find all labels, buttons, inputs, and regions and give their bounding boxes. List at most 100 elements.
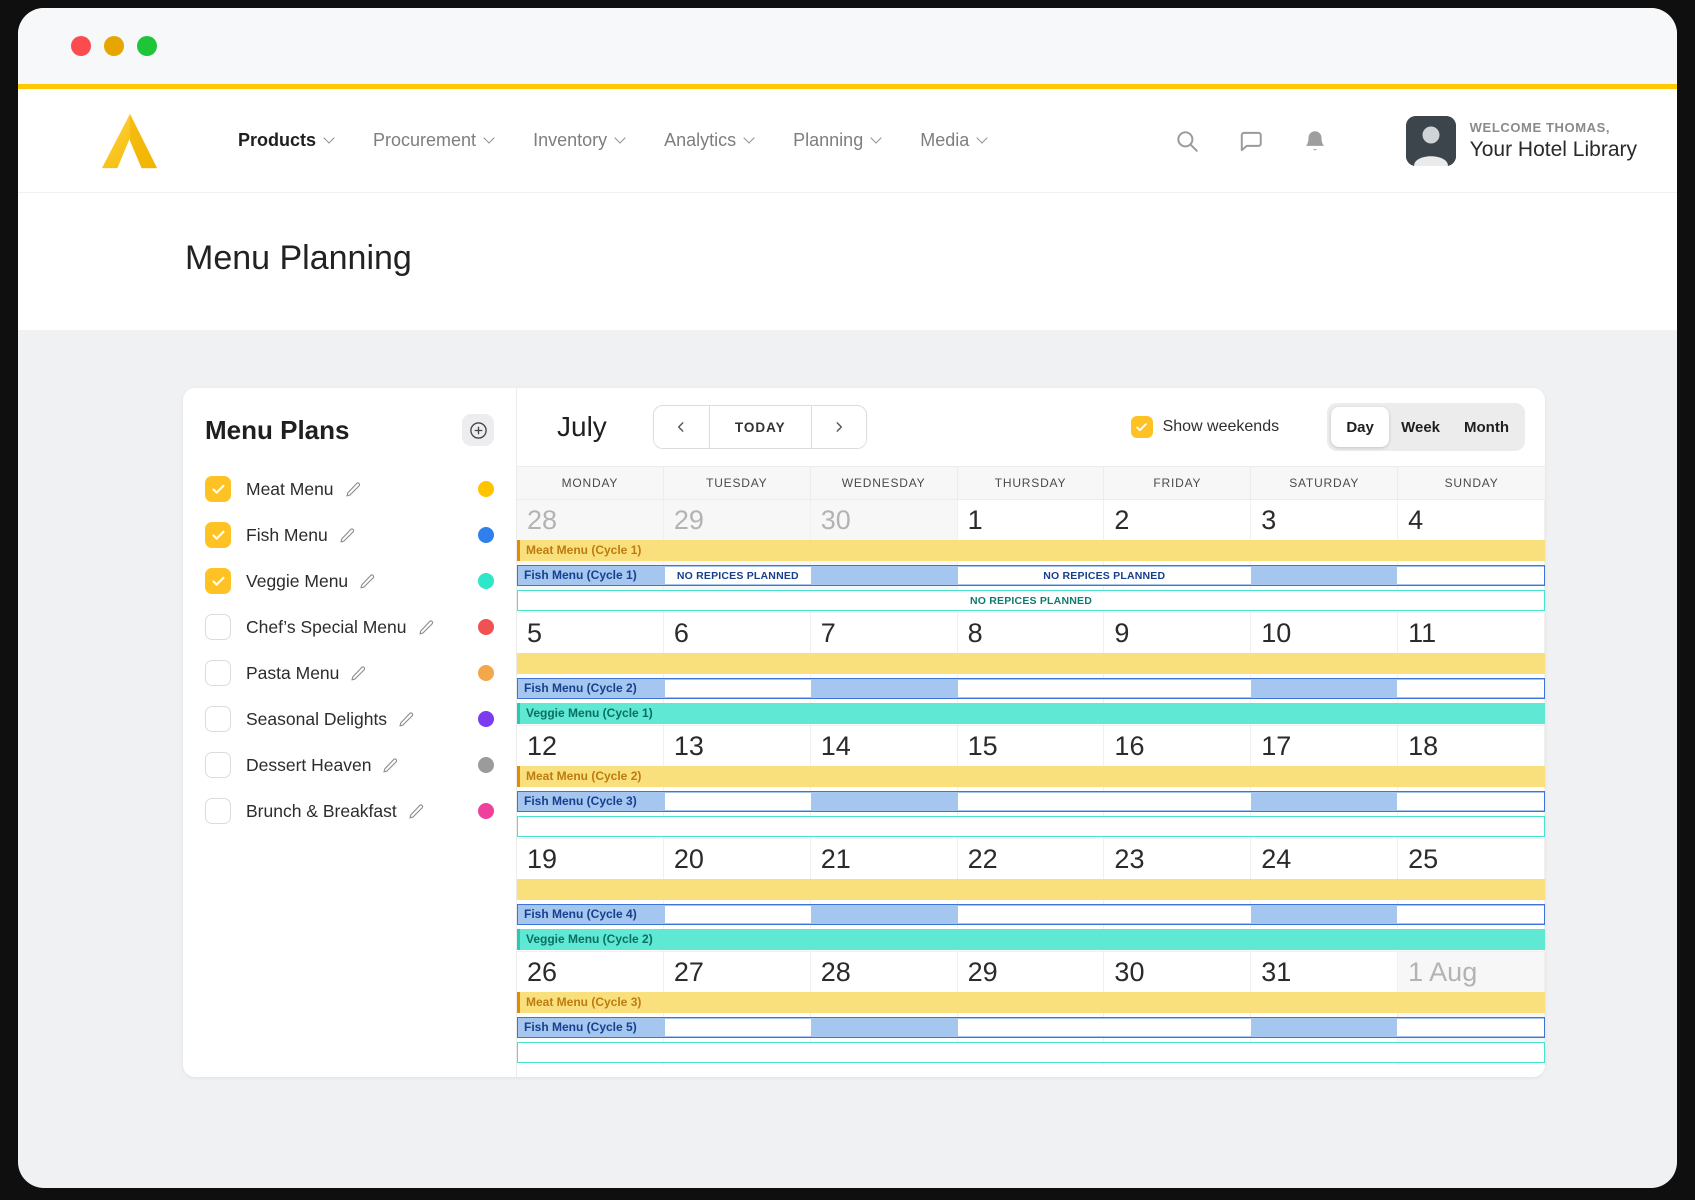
event-bars: Fish Menu (Cycle 4) Veggie Menu (Cycle 2)	[517, 879, 1545, 950]
plan-checkbox[interactable]	[205, 706, 231, 732]
veggie-menu-outline-bar[interactable]	[517, 1042, 1545, 1063]
edit-pencil-icon[interactable]	[408, 803, 425, 820]
account-menu[interactable]: WELCOME THOMAS, Your Hotel Library	[1405, 115, 1637, 166]
fish-menu-bar[interactable]: Fish Menu (Cycle 1) NO REPICES PLANNED NO …	[517, 565, 1545, 586]
veggie-menu-bar[interactable]: Veggie Menu (Cycle 2)	[517, 929, 1545, 950]
no-recipes-gap	[664, 793, 812, 810]
meat-menu-bar[interactable]: Meat Menu (Cycle 3)	[517, 992, 1545, 1013]
week-row: 28 29 30 1 2 3 4 Meat Menu (Cycle 1) Fish Menu (…	[517, 500, 1545, 613]
brand-logo-icon[interactable]	[98, 112, 160, 170]
menu-plan-item: Pasta Menu	[205, 650, 494, 696]
no-recipes-gap	[664, 906, 812, 923]
event-bars: Fish Menu (Cycle 2) Veggie Menu (Cycle 1)	[517, 653, 1545, 724]
add-plan-button[interactable]	[462, 414, 494, 446]
plan-checkbox[interactable]	[205, 798, 231, 824]
plan-checkbox[interactable]	[205, 752, 231, 778]
veggie-menu-outline-bar[interactable]	[517, 816, 1545, 837]
view-option-month[interactable]: Month	[1464, 418, 1509, 436]
show-weekends-toggle[interactable]: Show weekends	[1130, 416, 1279, 438]
date-number: 14	[820, 731, 851, 761]
show-weekends-checkbox[interactable]	[1130, 416, 1153, 438]
edit-pencil-icon[interactable]	[339, 527, 356, 544]
no-recipes-text: NO REPICES PLANNED	[676, 569, 799, 582]
chevron-down-icon	[743, 132, 755, 144]
event-label: Meat Menu (Cycle 2)	[526, 769, 642, 783]
menu-plan-item: Veggie Menu	[205, 558, 494, 604]
view-option-day[interactable]: Day	[1331, 407, 1390, 447]
fish-menu-bar[interactable]: Fish Menu (Cycle 3)	[517, 791, 1545, 812]
search-icon[interactable]	[1174, 128, 1200, 154]
meat-menu-bar[interactable]: Meat Menu (Cycle 1)	[517, 540, 1545, 561]
fish-menu-bar[interactable]: Fish Menu (Cycle 2)	[517, 678, 1545, 699]
fish-menu-bar[interactable]: Fish Menu (Cycle 5)	[517, 1017, 1545, 1038]
date-number: 5	[527, 618, 543, 648]
plan-color-dot	[478, 573, 494, 589]
event-bars: Meat Menu (Cycle 3) Fish Menu (Cycle 5)	[517, 992, 1545, 1063]
menu-plan-item: Chef’s Special Menu	[205, 604, 494, 650]
edit-pencil-icon[interactable]	[398, 711, 415, 728]
meat-menu-bar[interactable]	[517, 653, 1545, 674]
date-number: 2	[1114, 505, 1130, 535]
nav-item-procurement[interactable]: Procurement	[373, 130, 495, 151]
prev-month-button[interactable]	[653, 406, 709, 448]
plan-checkbox[interactable]	[205, 614, 231, 640]
edit-pencil-icon[interactable]	[345, 481, 362, 498]
view-option-week[interactable]: Week	[1401, 418, 1441, 436]
day-cell: 23	[1104, 839, 1252, 951]
date-number: 9	[1114, 618, 1130, 648]
nav-item-analytics[interactable]: Analytics	[664, 130, 755, 151]
event-bars: Meat Menu (Cycle 2) Fish Menu (Cycle 3)	[517, 766, 1545, 837]
maximize-window-button[interactable]	[137, 36, 157, 56]
next-month-button[interactable]	[810, 406, 866, 448]
plan-checkbox[interactable]	[205, 476, 231, 502]
nav-item-media[interactable]: Media	[920, 130, 988, 151]
nav-item-inventory[interactable]: Inventory	[533, 130, 626, 151]
top-nav: Products Procurement Inventory Analytics Pla…	[18, 89, 1677, 193]
date-number: 21	[820, 844, 851, 874]
plan-checkbox[interactable]	[205, 568, 231, 594]
no-recipes-gap: NO REPICES PLANNED	[957, 567, 1251, 584]
date-number: 13	[673, 731, 704, 761]
veggie-menu-outline-bar[interactable]: NO REPICES PLANNED	[517, 590, 1545, 611]
plan-checkbox[interactable]	[205, 522, 231, 548]
welcome-text: WELCOME THOMAS,	[1469, 119, 1611, 135]
edit-pencil-icon[interactable]	[350, 665, 367, 682]
nav-item-planning[interactable]: Planning	[793, 130, 882, 151]
chat-icon[interactable]	[1238, 128, 1264, 154]
date-number: 24	[1261, 844, 1292, 874]
avatar[interactable]	[1405, 115, 1456, 166]
plan-color-dot	[478, 711, 494, 727]
plan-label: Seasonal Delights	[246, 708, 388, 729]
fish-menu-bar[interactable]: Fish Menu (Cycle 4)	[517, 904, 1545, 925]
veggie-menu-bar[interactable]: Veggie Menu (Cycle 1)	[517, 703, 1545, 724]
plan-color-dot	[478, 481, 494, 497]
nav-item-products[interactable]: Products	[238, 130, 335, 151]
menu-plan-item: Dessert Heaven	[205, 742, 494, 788]
edit-pencil-icon[interactable]	[359, 573, 376, 590]
meat-menu-bar[interactable]: Meat Menu (Cycle 2)	[517, 766, 1545, 787]
edit-pencil-icon[interactable]	[382, 757, 399, 774]
day-header: WEDNESDAY	[811, 467, 958, 499]
no-recipes-gap: NO REPICES PLANNED	[664, 567, 812, 584]
close-window-button[interactable]	[71, 36, 91, 56]
menu-plans-sidebar: Menu Plans Meat Menu Fish Menu Veggie Menu…	[183, 388, 517, 1077]
edit-pencil-icon[interactable]	[418, 619, 435, 636]
today-button[interactable]: TODAY	[708, 406, 811, 448]
meat-menu-bar[interactable]	[517, 879, 1545, 900]
bell-icon[interactable]	[1302, 128, 1328, 154]
date-number: 15	[967, 731, 998, 761]
minimize-window-button[interactable]	[104, 36, 124, 56]
plan-label: Pasta Menu	[246, 662, 340, 683]
date-number: 23	[1114, 844, 1145, 874]
date-number: 29	[673, 505, 704, 535]
plan-label: Fish Menu	[246, 524, 328, 545]
date-number: 3	[1261, 505, 1277, 535]
day-header: MONDAY	[517, 467, 664, 499]
date-number: 22	[967, 844, 998, 874]
calendar-nav-group: TODAY	[652, 405, 867, 449]
plan-label: Veggie Menu	[246, 570, 349, 591]
app-window: Products Procurement Inventory Analytics Pla…	[18, 8, 1677, 1188]
page-header: Menu Planning	[18, 193, 1677, 330]
sidebar-header: Menu Plans	[205, 414, 494, 446]
plan-checkbox[interactable]	[205, 660, 231, 686]
